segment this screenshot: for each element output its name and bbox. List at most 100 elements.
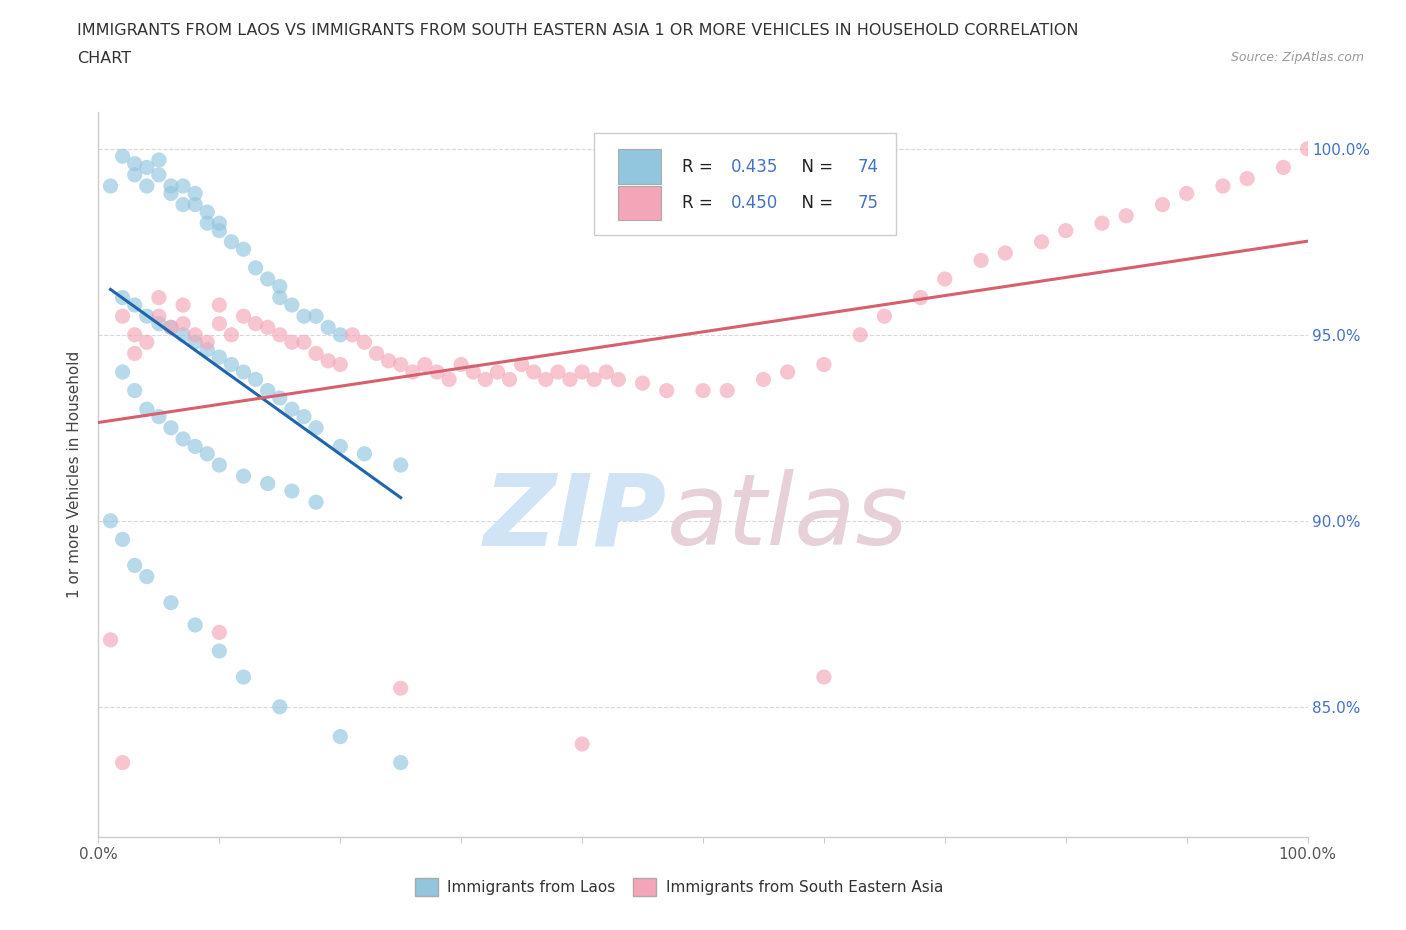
Point bbox=[148, 167, 170, 182]
Point bbox=[292, 409, 315, 424]
Text: N =: N = bbox=[792, 194, 838, 212]
Point bbox=[474, 372, 496, 387]
Point bbox=[208, 216, 231, 231]
Text: N =: N = bbox=[792, 158, 838, 176]
Point bbox=[172, 197, 194, 212]
Point bbox=[232, 469, 254, 484]
Point bbox=[160, 320, 183, 335]
Point bbox=[607, 372, 630, 387]
Point bbox=[292, 335, 315, 350]
Point bbox=[135, 402, 157, 417]
Point bbox=[329, 439, 352, 454]
Point bbox=[910, 290, 932, 305]
Point bbox=[111, 149, 134, 164]
Point bbox=[148, 316, 170, 331]
Point bbox=[655, 383, 678, 398]
Point bbox=[160, 186, 183, 201]
Point bbox=[316, 353, 339, 368]
Point bbox=[100, 513, 122, 528]
Point bbox=[172, 179, 194, 193]
Point bbox=[256, 383, 278, 398]
Point bbox=[135, 569, 157, 584]
Point bbox=[1091, 216, 1114, 231]
Text: 75: 75 bbox=[858, 194, 879, 212]
Point bbox=[232, 365, 254, 379]
Point bbox=[534, 372, 557, 387]
Point bbox=[184, 327, 207, 342]
Point bbox=[813, 670, 835, 684]
Point bbox=[305, 346, 328, 361]
Point bbox=[111, 532, 134, 547]
Point bbox=[135, 179, 157, 193]
Point bbox=[195, 446, 218, 461]
Point bbox=[160, 595, 183, 610]
Point bbox=[510, 357, 533, 372]
Point bbox=[1031, 234, 1053, 249]
Point bbox=[970, 253, 993, 268]
Point bbox=[160, 420, 183, 435]
Point bbox=[389, 357, 412, 372]
Point bbox=[934, 272, 956, 286]
Point bbox=[195, 342, 218, 357]
Point bbox=[776, 365, 799, 379]
Point bbox=[232, 670, 254, 684]
Point bbox=[413, 357, 436, 372]
Point bbox=[124, 383, 146, 398]
Point bbox=[281, 402, 304, 417]
Point bbox=[849, 327, 872, 342]
Point bbox=[281, 484, 304, 498]
Point bbox=[281, 335, 304, 350]
Text: IMMIGRANTS FROM LAOS VS IMMIGRANTS FROM SOUTH EASTERN ASIA 1 OR MORE VEHICLES IN: IMMIGRANTS FROM LAOS VS IMMIGRANTS FROM … bbox=[77, 23, 1078, 38]
Point bbox=[221, 357, 243, 372]
Point bbox=[571, 365, 593, 379]
Point bbox=[558, 372, 581, 387]
Text: 0.450: 0.450 bbox=[731, 194, 778, 212]
Point bbox=[353, 446, 375, 461]
Point bbox=[195, 205, 218, 219]
Point bbox=[245, 316, 267, 331]
Point bbox=[1272, 160, 1295, 175]
Point bbox=[135, 309, 157, 324]
Point bbox=[329, 327, 352, 342]
Point bbox=[160, 179, 183, 193]
Point bbox=[100, 179, 122, 193]
Point bbox=[281, 298, 304, 312]
Point bbox=[208, 316, 231, 331]
Point bbox=[208, 644, 231, 658]
Point bbox=[547, 365, 569, 379]
Point bbox=[124, 298, 146, 312]
Point bbox=[256, 320, 278, 335]
Point bbox=[342, 327, 364, 342]
Point bbox=[256, 272, 278, 286]
Point bbox=[595, 365, 617, 379]
Point bbox=[124, 327, 146, 342]
Point bbox=[124, 558, 146, 573]
Point bbox=[111, 290, 134, 305]
Text: Source: ZipAtlas.com: Source: ZipAtlas.com bbox=[1230, 51, 1364, 64]
Point bbox=[813, 357, 835, 372]
Point bbox=[184, 335, 207, 350]
Point bbox=[426, 365, 449, 379]
Point bbox=[1212, 179, 1234, 193]
FancyBboxPatch shape bbox=[619, 150, 661, 184]
Point bbox=[160, 320, 183, 335]
Point bbox=[195, 216, 218, 231]
Point bbox=[329, 357, 352, 372]
Point bbox=[389, 458, 412, 472]
Point bbox=[245, 260, 267, 275]
Point bbox=[437, 372, 460, 387]
Point bbox=[245, 372, 267, 387]
Point bbox=[135, 160, 157, 175]
Point bbox=[221, 327, 243, 342]
Point bbox=[305, 420, 328, 435]
Point bbox=[523, 365, 546, 379]
Point bbox=[1175, 186, 1198, 201]
Point bbox=[316, 320, 339, 335]
Point bbox=[402, 365, 425, 379]
Point bbox=[498, 372, 520, 387]
Y-axis label: 1 or more Vehicles in Household: 1 or more Vehicles in Household bbox=[67, 351, 83, 598]
Point bbox=[269, 290, 291, 305]
Point bbox=[1296, 141, 1319, 156]
Point bbox=[463, 365, 485, 379]
Point bbox=[389, 755, 412, 770]
